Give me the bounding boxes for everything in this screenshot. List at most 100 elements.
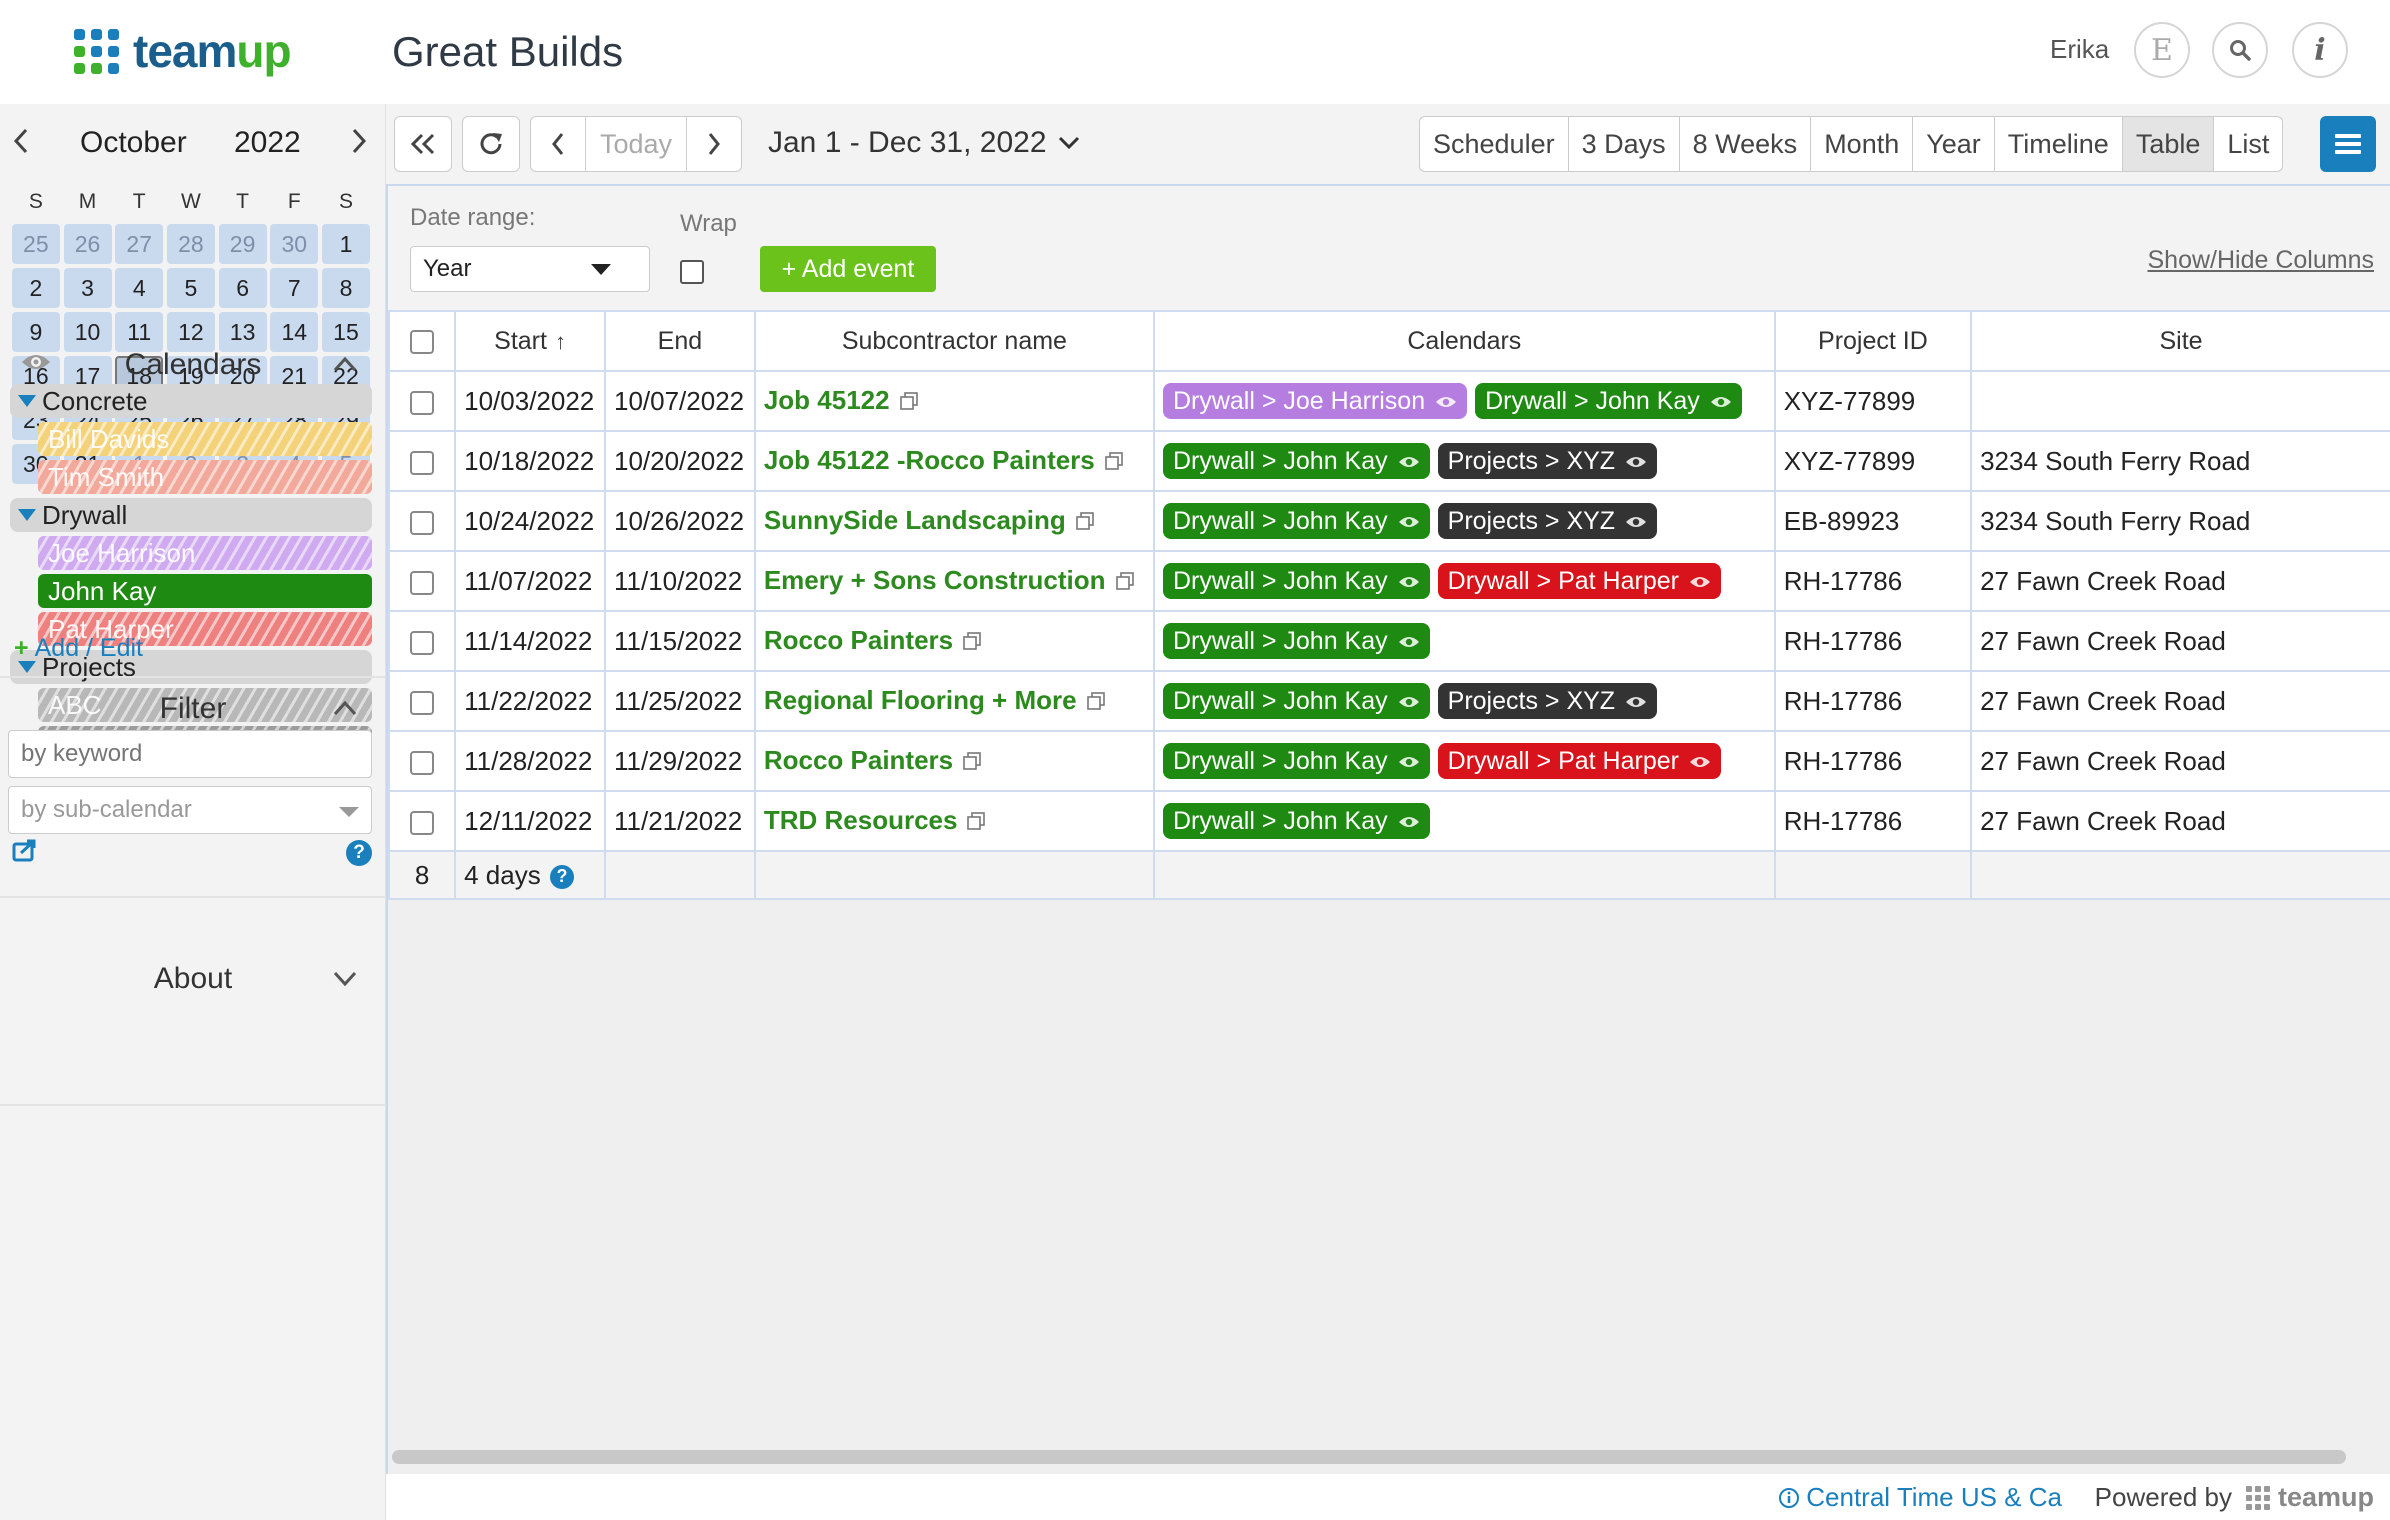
subcalendar-filter-select[interactable]: by sub-calendar bbox=[8, 786, 372, 834]
prev-month-button[interactable] bbox=[12, 126, 30, 165]
mini-calendar-day[interactable]: 8 bbox=[321, 268, 370, 308]
table-row[interactable]: 12/11/2022 11/21/2022 TRD Resources Drywall… bbox=[387, 790, 2390, 852]
chevron-down-icon[interactable] bbox=[332, 962, 358, 994]
row-checkbox[interactable] bbox=[410, 510, 435, 535]
hamburger-menu-button[interactable] bbox=[2320, 116, 2376, 172]
column-header-site[interactable]: Site bbox=[1970, 310, 2390, 372]
site-cell[interactable]: 27 Fawn Creek Road bbox=[1970, 550, 2390, 612]
column-header-end[interactable]: End bbox=[603, 310, 756, 372]
subcontractor-cell[interactable]: Emery + Sons Construction bbox=[753, 550, 1155, 612]
mini-calendar-day[interactable]: 9 bbox=[11, 312, 60, 352]
project-id-cell[interactable]: RH-17786 bbox=[1773, 610, 1973, 672]
mini-calendar-day[interactable]: 5 bbox=[166, 268, 215, 308]
help-icon[interactable]: ? bbox=[346, 840, 372, 866]
info-button[interactable]: i bbox=[2292, 22, 2348, 78]
calendar-item-joe-harrison[interactable]: Joe Harrison bbox=[38, 536, 372, 570]
start-cell[interactable]: 11/28/2022 bbox=[454, 730, 606, 792]
prev-period-button[interactable] bbox=[530, 116, 586, 172]
view-tab-8-weeks[interactable]: 8 Weeks bbox=[1680, 117, 1812, 171]
view-tab-table[interactable]: Table bbox=[2122, 117, 2215, 171]
timezone-link[interactable]: Central Time US & Ca bbox=[1778, 1482, 2062, 1513]
mini-calendar-day[interactable]: 13 bbox=[218, 312, 267, 352]
date-range-select[interactable]: Year bbox=[410, 246, 650, 292]
table-row[interactable]: 11/28/2022 11/29/2022 Rocco Painters Drywal… bbox=[387, 730, 2390, 792]
end-cell[interactable]: 11/25/2022 bbox=[603, 670, 756, 732]
calendar-chip[interactable]: Drywall > John Kay bbox=[1162, 743, 1430, 779]
calendar-chip[interactable]: Projects > XYZ bbox=[1437, 503, 1658, 539]
view-tab-3-days[interactable]: 3 Days bbox=[1569, 117, 1680, 171]
help-icon[interactable]: ? bbox=[549, 864, 574, 889]
end-cell[interactable]: 11/10/2022 bbox=[603, 550, 756, 612]
next-month-button[interactable] bbox=[350, 126, 368, 165]
end-cell[interactable]: 10/26/2022 bbox=[603, 490, 756, 552]
calendar-item-abc[interactable]: ABC bbox=[38, 688, 372, 722]
calendar-chip[interactable]: Drywall > John Kay bbox=[1162, 803, 1430, 839]
event-title-link[interactable]: Rocco Painters bbox=[763, 624, 954, 655]
teamup-logo[interactable]: teamup bbox=[74, 24, 292, 78]
site-cell[interactable]: 27 Fawn Creek Road bbox=[1970, 790, 2390, 852]
table-row[interactable]: 11/07/2022 11/10/2022 Emery + Sons Constru… bbox=[387, 550, 2390, 612]
event-title-link[interactable]: TRD Resources bbox=[763, 804, 958, 835]
share-icon[interactable] bbox=[12, 838, 38, 867]
calendar-chip[interactable]: Drywall > Pat Harper bbox=[1437, 563, 1721, 599]
mini-calendar-day[interactable]: 29 bbox=[218, 224, 267, 264]
project-id-cell[interactable]: XYZ-77899 bbox=[1773, 430, 1973, 492]
calendar-chip[interactable]: Projects > XYZ bbox=[1437, 443, 1658, 479]
mini-calendar-day[interactable]: 10 bbox=[63, 312, 112, 352]
row-checkbox[interactable] bbox=[410, 450, 435, 475]
mini-calendar-day[interactable]: 12 bbox=[166, 312, 215, 352]
table-row[interactable]: 11/14/2022 11/15/2022 Rocco Painters Drywal… bbox=[387, 610, 2390, 672]
project-id-cell[interactable]: RH-17786 bbox=[1773, 730, 1973, 792]
project-id-cell[interactable]: RH-17786 bbox=[1773, 550, 1973, 612]
row-checkbox[interactable] bbox=[410, 810, 435, 835]
mini-calendar-day[interactable]: 15 bbox=[321, 312, 370, 352]
row-checkbox[interactable] bbox=[410, 570, 435, 595]
mini-calendar-day[interactable]: 11 bbox=[115, 312, 164, 352]
copy-icon[interactable] bbox=[963, 746, 981, 777]
site-cell[interactable]: 27 Fawn Creek Road bbox=[1970, 730, 2390, 792]
column-header-project-id[interactable]: Project ID bbox=[1773, 310, 1973, 372]
keyword-filter-input[interactable] bbox=[8, 730, 372, 778]
calendar-group-drywall[interactable]: Drywall bbox=[10, 498, 372, 532]
copy-icon[interactable] bbox=[1115, 566, 1134, 597]
powered-by[interactable]: Powered by teamup bbox=[2095, 1482, 2374, 1513]
caret-down-icon[interactable] bbox=[18, 395, 36, 407]
subcontractor-cell[interactable]: Job 45122 -Rocco Painters bbox=[753, 430, 1155, 492]
start-cell[interactable]: 11/14/2022 bbox=[454, 610, 606, 672]
calendar-item-john-kay[interactable]: John Kay bbox=[38, 574, 372, 608]
caret-down-icon[interactable] bbox=[18, 509, 36, 521]
event-title-link[interactable]: SunnySide Landscaping bbox=[763, 504, 1066, 535]
view-tab-list[interactable]: List bbox=[2227, 128, 2270, 159]
event-title-link[interactable]: Emery + Sons Construction bbox=[763, 564, 1106, 595]
project-id-cell[interactable]: XYZ-77899 bbox=[1773, 370, 1973, 432]
project-id-cell[interactable]: EB-89923 bbox=[1773, 490, 1973, 552]
about-section-header[interactable]: About bbox=[0, 954, 386, 1004]
row-checkbox[interactable] bbox=[410, 630, 435, 655]
chevron-up-icon[interactable] bbox=[332, 692, 358, 724]
subcontractor-cell[interactable]: Regional Flooring + More bbox=[753, 670, 1155, 732]
select-all-checkbox[interactable] bbox=[410, 329, 435, 354]
next-period-button[interactable] bbox=[686, 116, 742, 172]
horizontal-scrollbar[interactable] bbox=[392, 1450, 2346, 1464]
calendar-chip[interactable]: Drywall > John Kay bbox=[1162, 623, 1430, 659]
row-checkbox[interactable] bbox=[410, 750, 435, 775]
mini-calendar-day[interactable]: 27 bbox=[115, 224, 164, 264]
subcontractor-cell[interactable]: TRD Resources bbox=[753, 790, 1155, 852]
site-cell[interactable]: 27 Fawn Creek Road bbox=[1970, 610, 2390, 672]
mini-calendar-day[interactable]: 14 bbox=[270, 312, 319, 352]
mini-calendar-day[interactable]: 6 bbox=[218, 268, 267, 308]
calendar-chip[interactable]: Drywall > John Kay bbox=[1162, 563, 1430, 599]
event-title-link[interactable]: Regional Flooring + More bbox=[763, 684, 1077, 715]
subcontractor-cell[interactable]: Job 45122 bbox=[753, 370, 1155, 432]
end-cell[interactable]: 11/29/2022 bbox=[603, 730, 756, 792]
filter-section-header[interactable]: Filter bbox=[0, 684, 386, 734]
copy-icon[interactable] bbox=[899, 386, 918, 417]
copy-icon[interactable] bbox=[1075, 506, 1094, 537]
start-cell[interactable]: 10/24/2022 bbox=[454, 490, 606, 552]
today-button[interactable]: Today bbox=[585, 116, 687, 172]
calendar-item-tim-smith[interactable]: Tim Smith bbox=[38, 460, 372, 494]
calendar-group-projects[interactable]: Projects bbox=[10, 650, 372, 684]
wrap-checkbox[interactable] bbox=[680, 260, 704, 284]
view-tab-month[interactable]: Month bbox=[1811, 117, 1914, 171]
calendar-item-bill-davids[interactable]: Bill Davids bbox=[38, 422, 372, 456]
